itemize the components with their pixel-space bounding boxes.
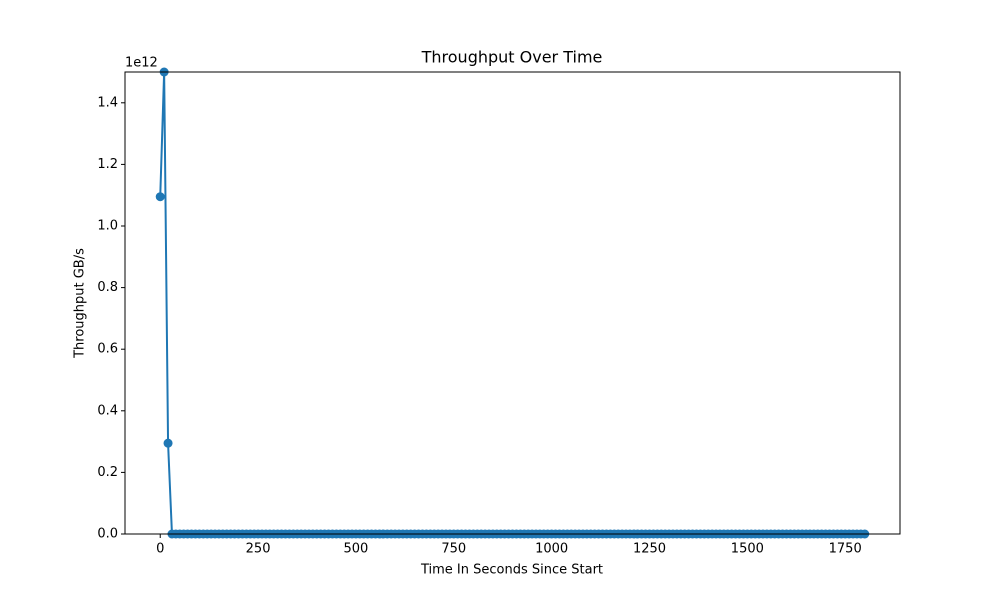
point <box>163 438 173 448</box>
y-tick-label: 0.6 <box>97 342 118 357</box>
y-tick-label: 1.4 <box>97 95 118 110</box>
chart-title: Throughput Over Time <box>421 48 603 67</box>
y-tick-label: 0.8 <box>97 280 118 295</box>
x-tick-label: 250 <box>246 542 271 557</box>
y-tick-label: 0.4 <box>97 403 118 418</box>
x-tick-label: 500 <box>344 542 369 557</box>
y-offset-label: 1e12 <box>125 56 158 71</box>
x-tick-label: 1500 <box>731 542 764 557</box>
x-tick-label: 1250 <box>633 542 666 557</box>
x-tick-label: 1750 <box>829 542 862 557</box>
x-tick-label: 1000 <box>535 542 568 557</box>
plot-frame <box>124 71 901 535</box>
x-tick-label: 750 <box>441 542 466 557</box>
y-axis-label: Throughput GB/s <box>73 248 88 359</box>
point <box>155 192 165 202</box>
y-tick-label: 1.2 <box>97 157 118 172</box>
x-tick-label: 0 <box>156 542 164 557</box>
x-axis-label: Time In Seconds Since Start <box>420 563 603 578</box>
y-tick-label: 0.2 <box>97 465 118 480</box>
y-tick-label: 0.0 <box>97 527 118 542</box>
y-tick-label: 1.0 <box>97 219 118 234</box>
